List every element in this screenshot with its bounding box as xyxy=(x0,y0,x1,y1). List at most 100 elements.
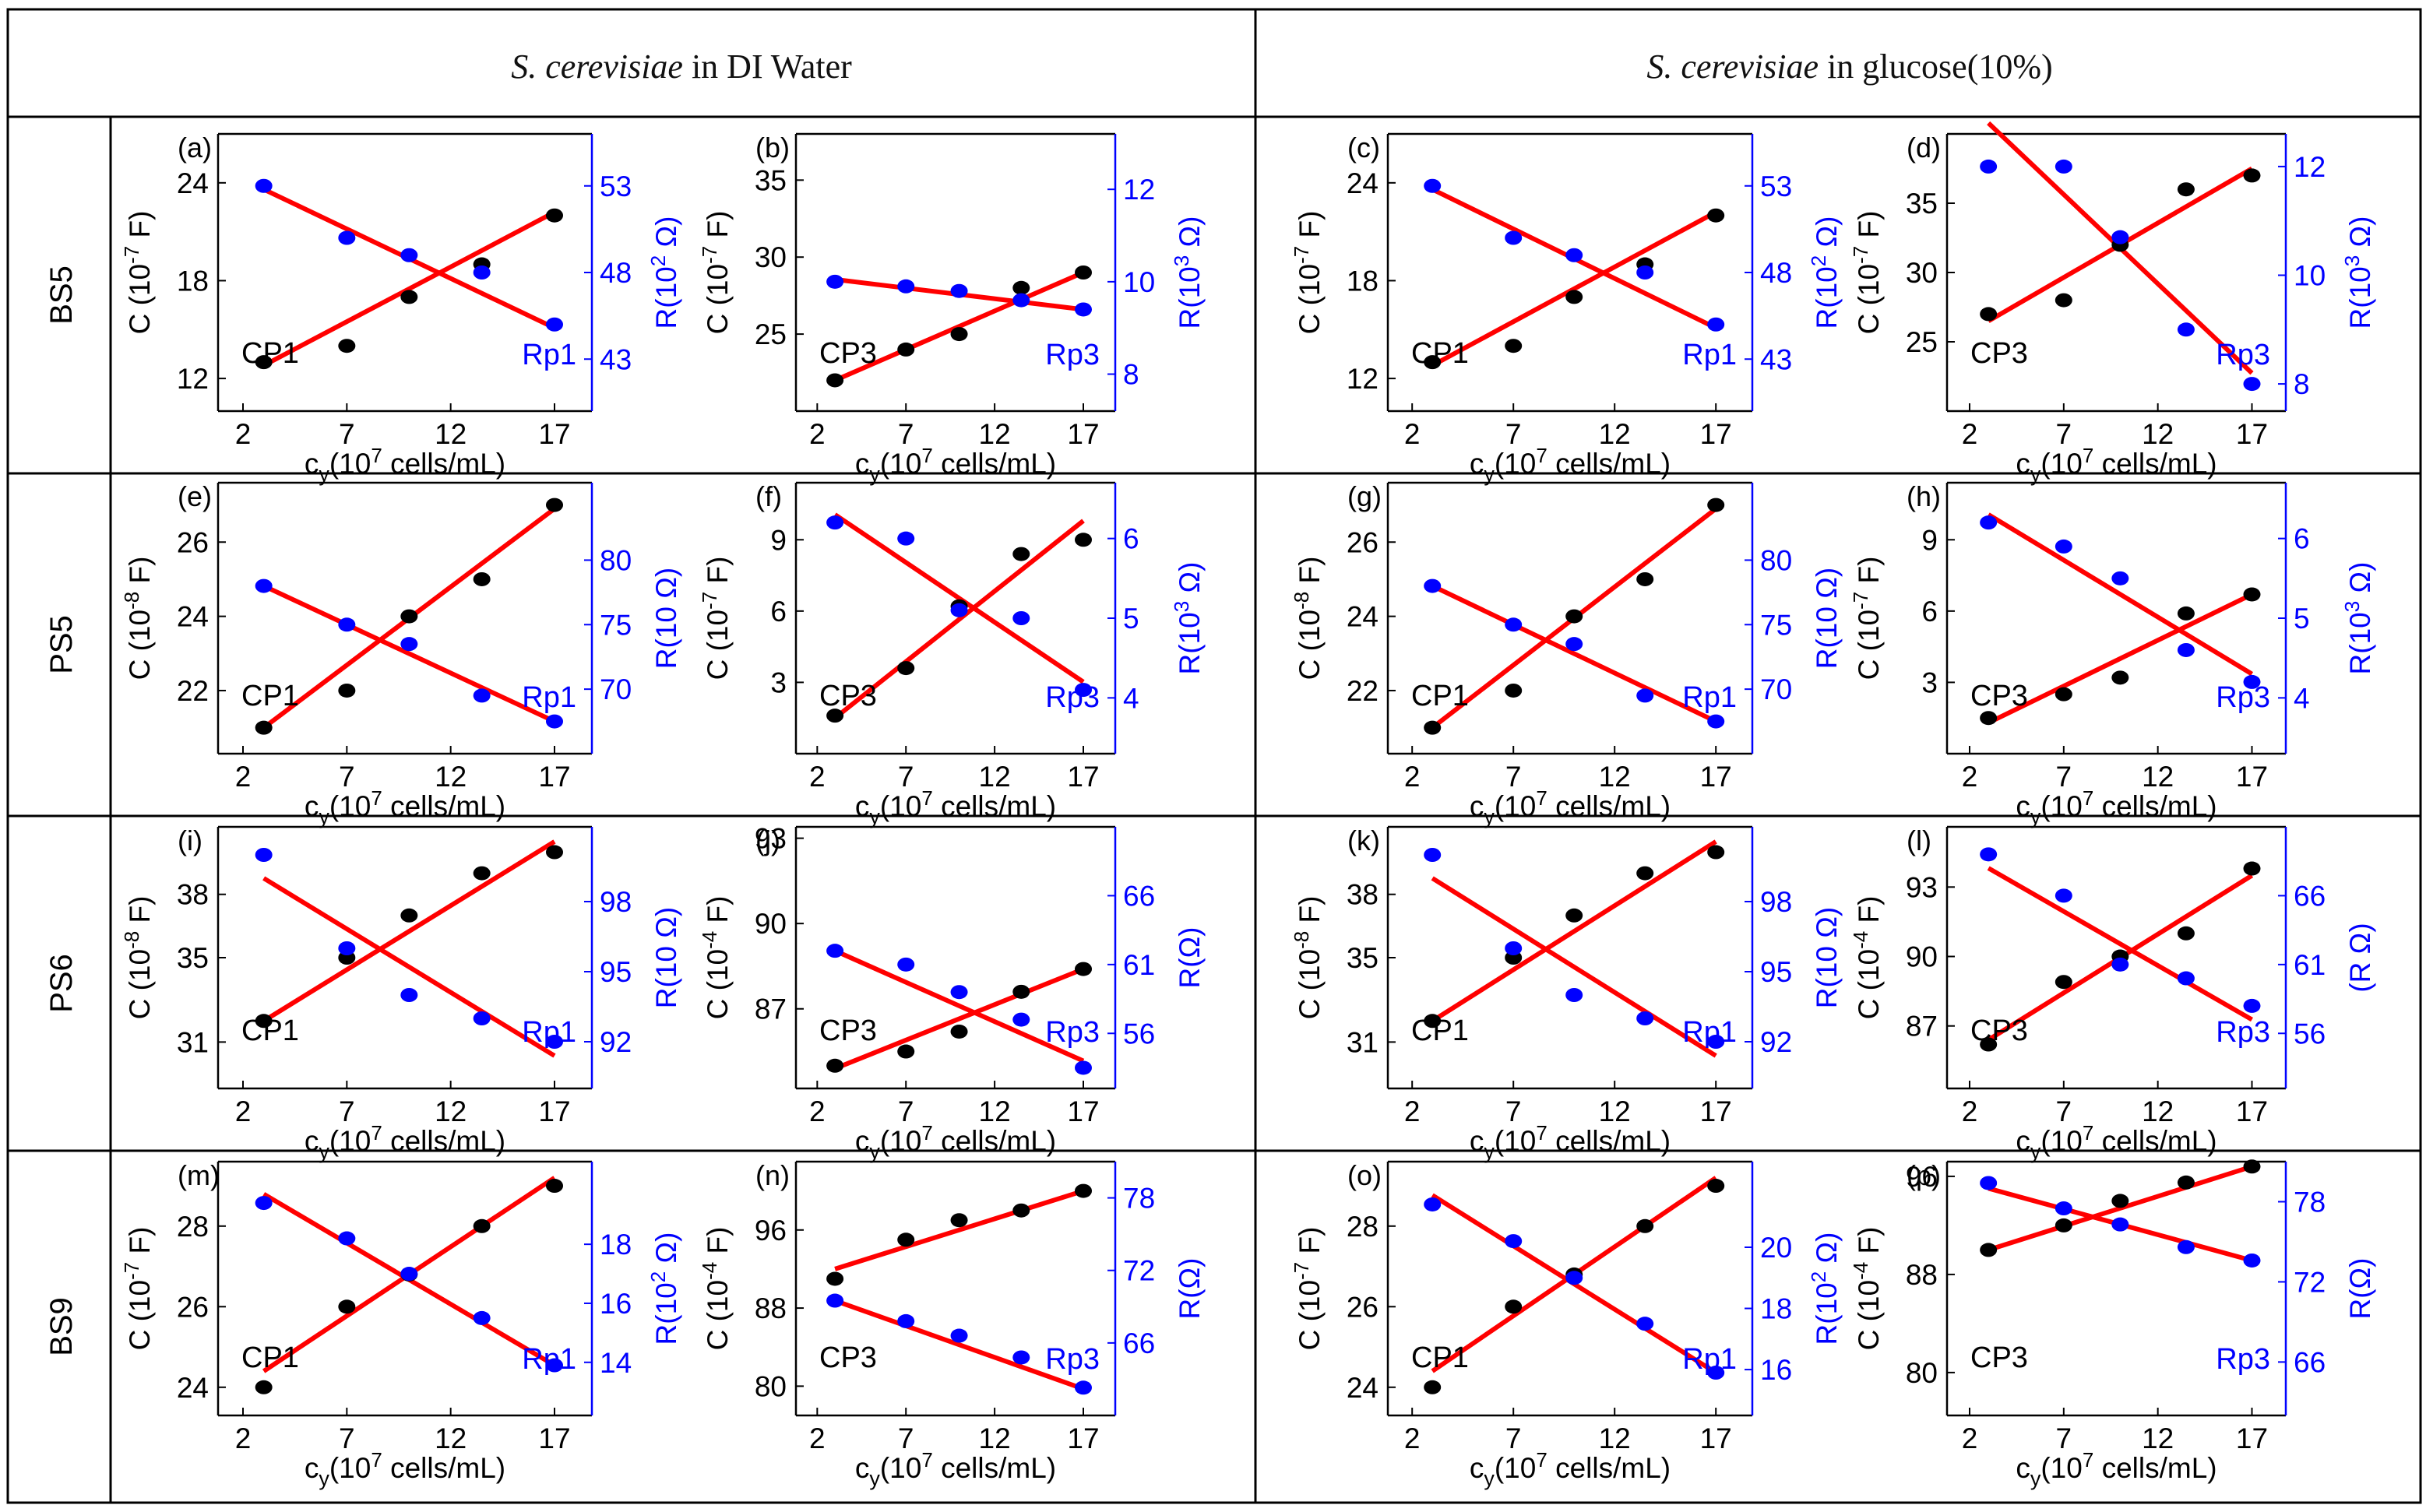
x-label-rest: (10 xyxy=(329,1452,371,1484)
resistance-point xyxy=(400,1267,418,1282)
x-label-end: cells/mL) xyxy=(1547,790,1671,822)
capacitance-point xyxy=(2177,182,2195,197)
right-label-post: Ω) xyxy=(2344,562,2376,601)
right-tick-label: 95 xyxy=(600,956,632,988)
x-tick-label: 7 xyxy=(2056,1422,2072,1454)
header-species-2: S. cerevisiae xyxy=(1646,47,1819,86)
x-tick-label: 17 xyxy=(538,1095,570,1127)
left-tick-label: 80 xyxy=(1906,1357,1938,1389)
left-label-pre: C (10 xyxy=(702,610,734,680)
capacitance-point xyxy=(897,1232,915,1247)
panel-d: 2 7 12 17 cy(107 cells/mL) 25 30 35 8 10 12 C (10-7… xyxy=(1849,121,2376,486)
left-label-pre: C (10 xyxy=(702,1280,734,1350)
left-label-sup: -8 xyxy=(120,592,143,610)
left-label-pre: C (10 xyxy=(702,949,734,1019)
right-tick-label: 72 xyxy=(1123,1255,1155,1287)
right-tick-label: 70 xyxy=(1760,673,1792,705)
x-tick-label: 12 xyxy=(1599,761,1631,793)
right-label-pre: R(10 xyxy=(650,599,682,669)
x-tick-label: 7 xyxy=(2056,761,2072,793)
resistance-fit-line xyxy=(1987,866,2253,1022)
capacitance-point xyxy=(473,1218,491,1233)
capacitance-point xyxy=(546,208,563,223)
x-tick-label: 17 xyxy=(1700,1422,1732,1454)
capacitance-point xyxy=(1424,1380,1442,1394)
right-label-pre: R(10 xyxy=(2344,266,2376,329)
resistance-point xyxy=(1505,941,1523,955)
left-label-post: F) xyxy=(702,1227,734,1262)
capacitance-fit-line xyxy=(1988,1164,2253,1253)
header-medium-2: in glucose(10%) xyxy=(1819,47,2053,86)
right-tick-label: 20 xyxy=(1760,1232,1792,1264)
x-tick-label: 7 xyxy=(1505,1422,1522,1454)
right-tick-label: 10 xyxy=(2294,259,2326,291)
left-label-pre: C (10 xyxy=(124,1280,156,1350)
x-label-rest: (10 xyxy=(2040,1452,2082,1484)
x-label-end: cells/mL) xyxy=(933,1125,1056,1157)
x-axis-label: cy(107 cells/mL) xyxy=(305,1121,505,1163)
capacitance-point xyxy=(2177,926,2195,941)
x-axis-label: cy(107 cells/mL) xyxy=(305,786,505,828)
right-tick-label: 72 xyxy=(2294,1266,2326,1298)
x-tick-label: 17 xyxy=(1067,1422,1099,1454)
resistance-series-tag: Rp1 xyxy=(522,339,576,371)
resistance-point xyxy=(2111,571,2129,585)
right-label-post: Ω) xyxy=(1174,216,1206,255)
x-label-main: c xyxy=(305,790,319,822)
resistance-point xyxy=(2177,971,2195,986)
left-label-pre: C (10 xyxy=(1853,264,1885,334)
x-axis-label: cy(107 cells/mL) xyxy=(2016,444,2216,486)
right-tick-label: 6 xyxy=(2294,523,2310,555)
x-tick-label: 2 xyxy=(235,418,252,450)
left-label-post: F) xyxy=(124,557,156,592)
right-tick-label: 92 xyxy=(1760,1026,1792,1058)
left-axis-label: C (10-4 F) xyxy=(1849,1227,1885,1351)
capacitance-point xyxy=(1707,1179,1725,1194)
x-label-sub: y xyxy=(2030,805,2041,828)
capacitance-point xyxy=(255,1014,273,1029)
panel-b: 2 7 12 17 cy(107 cells/mL) 25 30 35 8 10 12 C (10-7… xyxy=(698,132,1206,486)
x-tick-label: 7 xyxy=(339,1422,355,1454)
right-tick-label: 53 xyxy=(1760,171,1792,202)
left-label-pre: C (10 xyxy=(702,264,734,334)
right-tick-label: 10 xyxy=(1123,266,1155,298)
capacitance-fit-line xyxy=(1987,592,2253,726)
capacitance-point xyxy=(400,908,418,923)
right-tick-label: 43 xyxy=(600,343,632,375)
left-label-pre: C (10 xyxy=(1853,949,1885,1019)
left-tick-label: 22 xyxy=(177,675,209,707)
left-tick-label: 3 xyxy=(1921,666,1938,698)
x-tick-label: 12 xyxy=(2142,761,2174,793)
panel-e: 2 7 12 17 cy(107 cells/mL) 22 24 26 70 75 80 C (10-… xyxy=(120,480,682,828)
capacitance-point xyxy=(1565,290,1583,304)
right-tick-label: 78 xyxy=(1123,1183,1155,1215)
resistance-series-tag: Rp1 xyxy=(522,681,576,714)
x-tick-label: 12 xyxy=(1599,1422,1631,1454)
x-axis-label: cy(107 cells/mL) xyxy=(1470,1121,1671,1163)
right-tick-label: 4 xyxy=(1123,682,1139,714)
right-tick-label: 12 xyxy=(1123,174,1155,206)
panel-k: 2 7 12 17 cy(107 cells/mL) 31 35 38 92 95 98 C (10-… xyxy=(1290,825,1843,1163)
left-tick-label: 18 xyxy=(1347,265,1378,297)
resistance-point xyxy=(473,688,491,703)
x-label-sup: 7 xyxy=(2083,1121,2093,1145)
right-label-pre: R(10 xyxy=(1811,938,1843,1008)
capacitance-point xyxy=(1012,984,1030,999)
left-label-sup: -8 xyxy=(1290,592,1313,610)
resistance-point xyxy=(2243,998,2261,1013)
x-tick-label: 2 xyxy=(1962,1422,1978,1454)
x-label-sup: 7 xyxy=(2083,1448,2093,1472)
capacitance-series-tag: CP3 xyxy=(819,337,877,370)
left-label-post: F) xyxy=(1853,896,1885,931)
right-tick-label: 80 xyxy=(1760,544,1792,576)
x-tick-label: 17 xyxy=(538,1422,570,1454)
capacitance-fit-line xyxy=(262,209,556,368)
x-label-end: cells/mL) xyxy=(2093,1452,2216,1484)
x-tick-label: 12 xyxy=(979,418,1011,450)
left-label-sup: -8 xyxy=(120,931,143,949)
x-label-end: cells/mL) xyxy=(933,790,1056,822)
right-tick-label: 70 xyxy=(600,673,632,705)
resistance-series-tag: Rp1 xyxy=(1682,681,1737,714)
left-label-post: F) xyxy=(1294,896,1326,931)
resistance-point xyxy=(2243,674,2261,689)
